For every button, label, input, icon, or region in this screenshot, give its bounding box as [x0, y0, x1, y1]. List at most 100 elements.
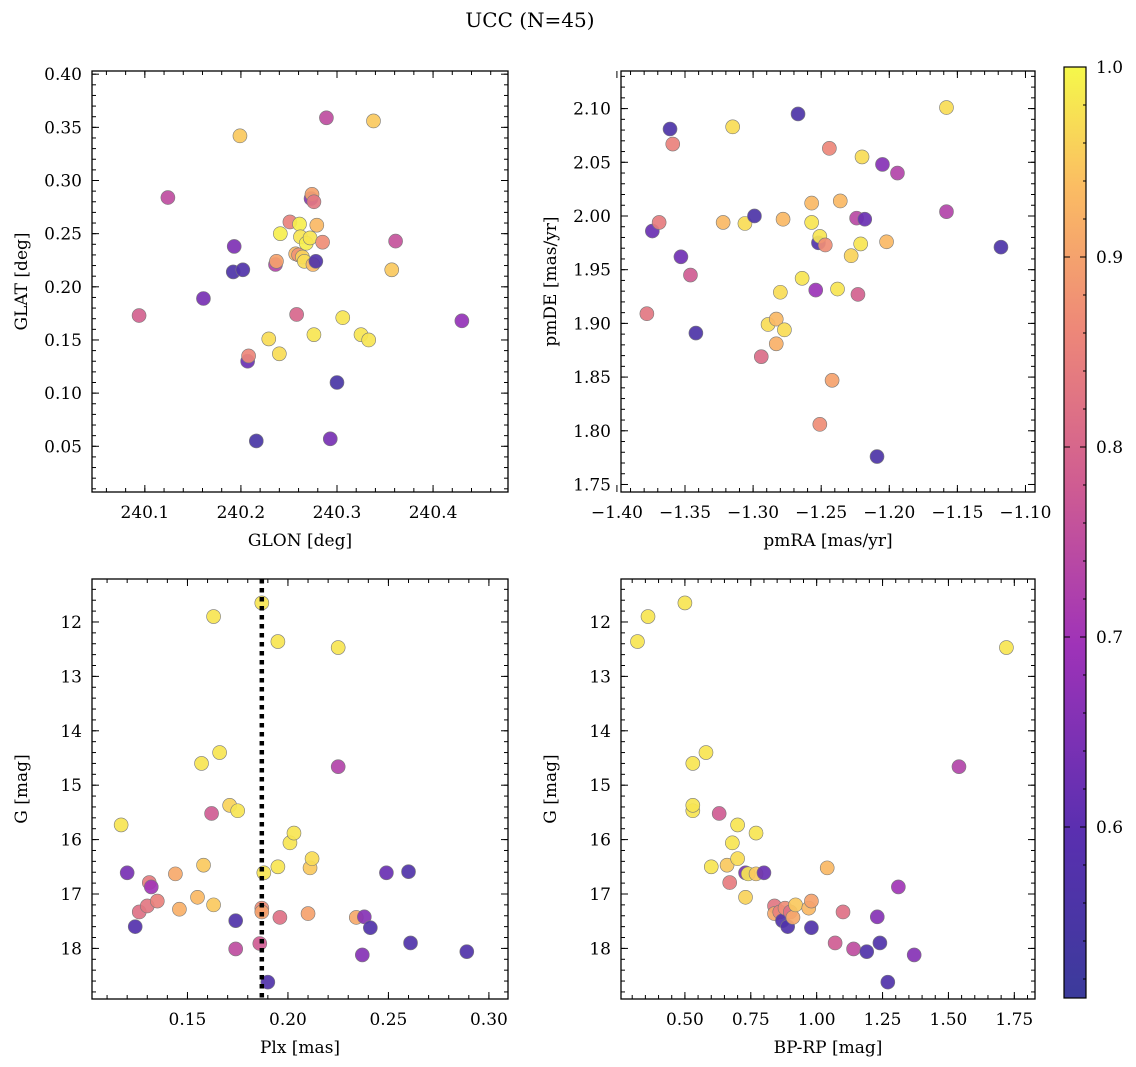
- scatter-point: [747, 208, 762, 224]
- panel-pmra-pmde: −1.40 −1.35 −1.30 −1.25 −1.20 −1.15 −1.10 1.75 1…: [541, 70, 1052, 551]
- colorbar-tick-label: 1.0: [1096, 58, 1123, 78]
- scatter-point: [204, 806, 219, 821]
- scatter-point: [272, 910, 288, 925]
- scatter-point: [401, 864, 416, 879]
- scatter-point: [228, 941, 243, 957]
- scatter-point: [822, 141, 837, 156]
- scatter-point: [306, 194, 322, 210]
- scatter-point: [273, 226, 288, 241]
- x-axis-label: BP-RP [mag]: [774, 1038, 883, 1058]
- scatter-point: [819, 860, 835, 876]
- scatter-point: [330, 759, 346, 774]
- colorbar-gradient: [1063, 66, 1087, 999]
- scatter-point: [859, 944, 875, 959]
- y-tick-label: 0.15: [44, 331, 82, 351]
- scatter-point: [804, 215, 819, 230]
- scatter-point: [869, 449, 885, 464]
- scatter-point: [330, 640, 346, 655]
- x-tick-label: 0.75: [732, 1010, 770, 1030]
- scatter-point: [804, 195, 819, 211]
- scatter-point: [248, 433, 264, 449]
- scatter-point: [853, 236, 868, 252]
- scatter-point: [890, 165, 905, 181]
- plot-frame: [620, 578, 1036, 1000]
- x-tick-label: 0.20: [269, 1010, 307, 1030]
- scatter-point: [272, 346, 287, 362]
- scatter-point: [880, 974, 896, 990]
- plot-frame: [91, 70, 509, 493]
- x-tick-label: 240.4: [409, 503, 458, 523]
- scatter-point: [830, 281, 845, 297]
- scatter-point: [753, 349, 769, 364]
- y-tick-label: 2.00: [573, 207, 611, 227]
- x-tick-label: −1.10: [999, 503, 1051, 523]
- x-tick-label: 1.75: [995, 1010, 1033, 1030]
- scatter-point: [768, 311, 784, 327]
- scatter-point: [196, 857, 211, 873]
- scatter-point: [722, 875, 738, 890]
- scatter-point: [673, 249, 689, 265]
- panel-glon-glat: 240.1 240.2 240.3 240.4 0.05 0.10 0.15 0.20 0.25…: [12, 65, 509, 551]
- scatter-point: [790, 106, 806, 122]
- scatter-point: [329, 375, 345, 390]
- scatter-point: [685, 756, 701, 771]
- scatter-point: [698, 745, 714, 760]
- x-tick-label: −1.25: [795, 503, 847, 523]
- y-tick-label: 1.80: [573, 422, 611, 442]
- y-tick-label: 0.30: [44, 172, 82, 192]
- scatter-point: [685, 798, 701, 813]
- scatter-point: [241, 348, 256, 364]
- y-tick-label: 18: [60, 939, 82, 959]
- scatter-point: [127, 919, 143, 934]
- scatter-point: [150, 893, 165, 909]
- scatter-point: [261, 331, 277, 347]
- x-tick-label: 1.50: [930, 1010, 968, 1030]
- scatter-point: [319, 110, 334, 126]
- scatter-point: [230, 803, 246, 819]
- colorbar-tick-label: 0.7: [1096, 628, 1123, 648]
- y-tick-label: 15: [60, 776, 82, 796]
- scatter-point: [454, 313, 470, 329]
- scatter-point: [190, 889, 205, 905]
- scatter-point: [232, 128, 248, 144]
- x-tick-label: 0.50: [666, 1010, 704, 1030]
- scatter-point: [804, 893, 819, 909]
- scatter-point: [846, 941, 861, 957]
- scatter-point: [832, 193, 848, 209]
- scatter-point: [891, 879, 906, 895]
- scatter-point: [688, 325, 704, 341]
- scatter-point: [872, 935, 888, 951]
- colorbar-tick-label: 0.8: [1096, 438, 1123, 458]
- x-tick-label: −1.40: [591, 503, 643, 523]
- x-tick-label: 0.30: [470, 1010, 508, 1030]
- scatter-point: [665, 136, 681, 152]
- y-tick-label: 0.10: [44, 384, 82, 404]
- x-tick-label: 1.00: [798, 1010, 836, 1030]
- scatter-point: [875, 157, 890, 172]
- scatter-point: [212, 745, 227, 760]
- colorbar: 0.6 0.7 0.8 0.9 1.0: [1063, 58, 1123, 999]
- scatter-point: [289, 307, 304, 322]
- scatter-point: [302, 230, 318, 246]
- scatter-point: [715, 215, 731, 230]
- scatter-point: [354, 947, 370, 963]
- scatter-point: [379, 865, 394, 881]
- x-tick-label: −1.30: [727, 503, 779, 523]
- scatter-point: [269, 254, 284, 269]
- scatter-point: [363, 920, 378, 936]
- x-tick-label: 0.25: [369, 1010, 407, 1030]
- x-axis-label: GLON [deg]: [248, 531, 352, 551]
- y-tick-label: 18: [589, 939, 611, 959]
- y-axis-label: GLAT [deg]: [12, 232, 32, 330]
- scatter-point: [640, 609, 656, 624]
- scatter-point: [857, 211, 873, 227]
- scatter-point: [719, 857, 735, 873]
- y-tick-label: 1.95: [573, 261, 611, 281]
- y-tick-label: 2.10: [573, 100, 611, 120]
- scatter-point: [143, 879, 159, 895]
- scatter-point: [388, 233, 403, 249]
- y-tick-label: 0.40: [44, 65, 82, 85]
- scatter-point: [730, 851, 745, 866]
- x-axis-label: pmRA [mas/yr]: [763, 531, 892, 551]
- scatter-point: [260, 974, 276, 990]
